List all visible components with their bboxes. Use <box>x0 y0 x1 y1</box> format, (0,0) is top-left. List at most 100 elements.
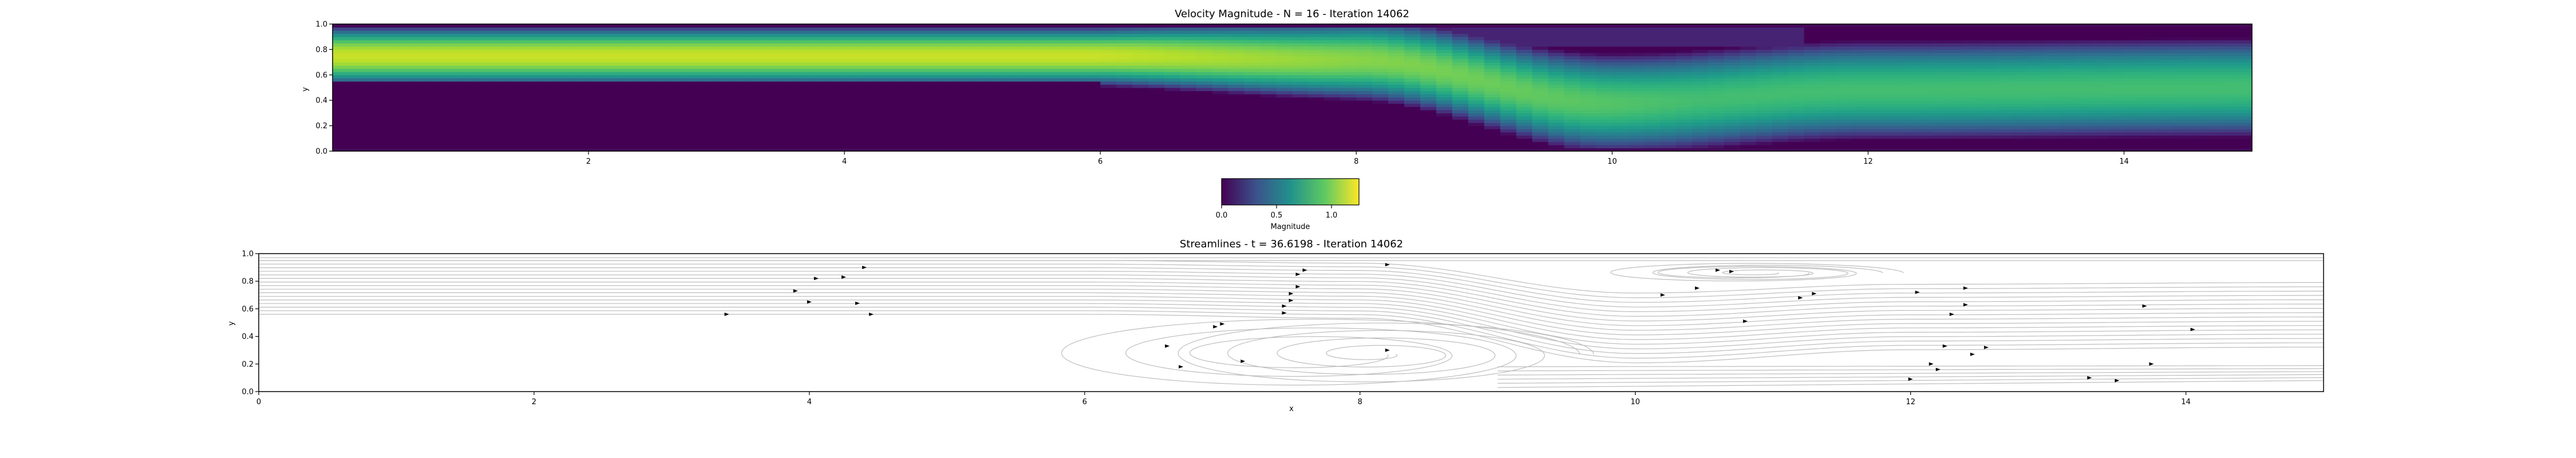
heatmap-cell <box>1900 49 1917 53</box>
heatmap-cell <box>508 68 525 72</box>
heatmap-cell <box>1708 135 1725 139</box>
heatmap-cell <box>1740 90 1757 94</box>
heatmap-cell <box>796 141 813 145</box>
heatmap-cell <box>2124 94 2141 98</box>
heatmap-cell <box>988 33 1005 37</box>
heatmap-cell <box>1164 88 1181 92</box>
heatmap-cell <box>972 62 989 66</box>
heatmap-cell <box>684 40 701 44</box>
heatmap-cell <box>796 90 813 94</box>
heatmap-cell <box>1084 90 1101 94</box>
heatmap-cell <box>1900 125 1917 129</box>
heatmap-cell <box>1452 43 1469 47</box>
heatmap-cell <box>1532 116 1549 120</box>
heatmap-cell <box>1580 68 1597 72</box>
heatmap-cell <box>396 129 413 133</box>
heatmap-cell <box>1820 129 1837 133</box>
heatmap-cell <box>1260 88 1277 92</box>
heatmap-cell <box>1020 123 1037 127</box>
heatmap-cell <box>1340 138 1357 142</box>
heatmap-cell <box>2028 90 2045 94</box>
heatmap-cell <box>2172 148 2188 151</box>
heatmap-cell <box>1468 49 1485 53</box>
heatmap-cell <box>1148 100 1165 104</box>
heatmap-cell <box>1868 129 1884 133</box>
heatmap-cell <box>1612 59 1629 63</box>
heatmap-cell <box>1788 88 1805 92</box>
heatmap-cell <box>1628 52 1645 57</box>
heatmap-cell <box>700 135 717 139</box>
heatmap-cell <box>1340 81 1357 85</box>
heatmap-cell <box>1692 94 1709 98</box>
heatmap-cell <box>652 65 669 69</box>
heatmap-cell <box>1724 62 1741 66</box>
heatmap-cell <box>1020 68 1037 72</box>
heatmap-cell <box>1068 138 1085 142</box>
heatmap-cell <box>620 33 637 37</box>
heatmap-cell <box>1820 72 1837 76</box>
heatmap-cell <box>1612 56 1629 60</box>
heatmap-cell <box>1452 78 1469 82</box>
heatmap-cell <box>2044 138 2061 142</box>
heatmap-cell <box>1580 78 1597 82</box>
heatmap-cell <box>1116 123 1133 127</box>
heatmap-cell <box>396 148 413 151</box>
heatmap-cell <box>1100 78 1117 82</box>
heatmap-cell <box>972 33 989 37</box>
heatmap-cell <box>1740 141 1757 145</box>
heatmap-cell <box>636 40 653 44</box>
heatmap-cell <box>1676 100 1693 104</box>
heatmap-cell <box>348 148 365 151</box>
heatmap-cell <box>2092 100 2109 104</box>
heatmap-cell <box>1740 24 1757 28</box>
heatmap-cell <box>876 129 893 133</box>
streamline-arrow <box>1715 268 1720 272</box>
heatmap-cell <box>1228 109 1245 113</box>
heatmap-cell <box>2188 123 2204 127</box>
heatmap-cell <box>1068 113 1085 117</box>
heatmap-cell <box>1932 144 1949 149</box>
heatmap-cell <box>1244 37 1261 41</box>
heatmap-cell <box>1852 94 1868 98</box>
heatmap-cell <box>892 100 909 104</box>
heatmap-cell <box>1996 24 2013 28</box>
heatmap-cell <box>2108 62 2125 66</box>
heatmap-cell <box>1356 144 1373 149</box>
heatmap-cell <box>1372 129 1389 133</box>
heatmap-cell <box>1628 62 1645 66</box>
heatmap-cell <box>1196 30 1213 34</box>
heatmap-cell <box>1340 33 1357 37</box>
heatmap-cell <box>1500 123 1517 127</box>
heatmap-cell <box>1244 123 1261 127</box>
heatmap-cell <box>444 37 461 41</box>
heatmap-cell <box>396 65 413 69</box>
heatmap-cell <box>1164 59 1181 63</box>
streamline-arrow <box>807 300 812 304</box>
heatmap-cell <box>2108 43 2125 47</box>
heatmap-cell <box>1932 56 1949 60</box>
heatmap-cell <box>1436 88 1453 92</box>
heatmap-cell <box>444 116 461 120</box>
heatmap-cell <box>2188 27 2204 31</box>
heatmap-cell <box>1484 148 1501 151</box>
heatmap-cell <box>892 123 909 127</box>
heatmap-cell <box>1292 30 1309 34</box>
heatmap-cell <box>652 74 669 78</box>
heatmap-cell <box>988 119 1005 123</box>
heatmap-cell <box>508 100 525 104</box>
heatmap-cell <box>1308 74 1325 78</box>
heatmap-cell <box>780 116 797 120</box>
heatmap-cell <box>2092 24 2109 28</box>
heatmap-cell <box>1868 33 1884 37</box>
heatmap-cell <box>1644 59 1661 63</box>
heatmap-cell <box>684 100 701 104</box>
heatmap-cell <box>1436 37 1453 41</box>
heatmap-cell <box>1964 24 1981 28</box>
heatmap-cell <box>796 65 813 69</box>
heatmap-cell <box>412 123 429 127</box>
streamline <box>259 278 2324 317</box>
heatmap-field <box>333 24 2252 151</box>
heatmap-cell <box>1308 125 1325 129</box>
heatmap-cell <box>540 68 557 72</box>
heatmap-cell <box>1484 113 1501 117</box>
